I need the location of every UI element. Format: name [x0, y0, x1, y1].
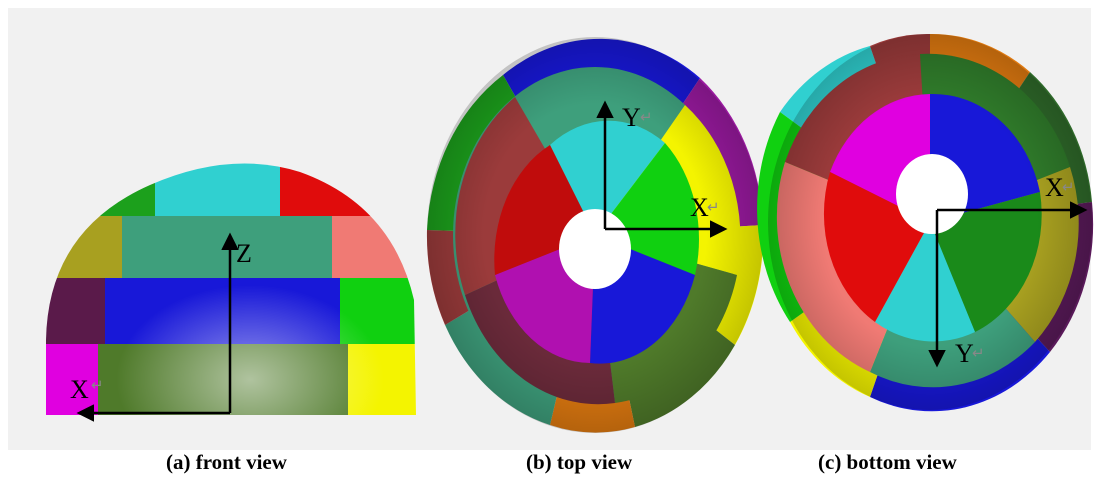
caption-top-view: (b) top view	[526, 450, 633, 474]
bottom-view-disk	[757, 33, 1094, 412]
top-y-label: Y	[622, 103, 641, 132]
top-x-return-mark: ↵	[707, 198, 720, 216]
top-y-return-mark: ↵	[640, 108, 653, 126]
bottom-y-return-mark: ↵	[972, 344, 985, 362]
bottom-y-label: Y	[955, 339, 974, 368]
top-x-label: X	[690, 193, 709, 222]
bottom-axes: X ↵ Y ↵	[928, 173, 1088, 368]
top-axes: Y ↵ X ↵	[596, 100, 728, 238]
front-x-return-mark: ↵	[91, 376, 104, 394]
top-center-hole	[559, 209, 631, 289]
bottom-center-hole	[896, 154, 968, 234]
caption-front-view: (a) front view	[166, 450, 287, 474]
front-axes: Z X ↵	[70, 232, 252, 422]
bottom-x-label: X	[1045, 173, 1064, 202]
front-z-label: Z	[236, 239, 252, 268]
bottom-x-return-mark: ↵	[1062, 178, 1075, 196]
front-x-label: X	[70, 375, 89, 404]
caption-bottom-view: (c) bottom view	[818, 450, 957, 474]
top-view-disk	[426, 37, 764, 433]
